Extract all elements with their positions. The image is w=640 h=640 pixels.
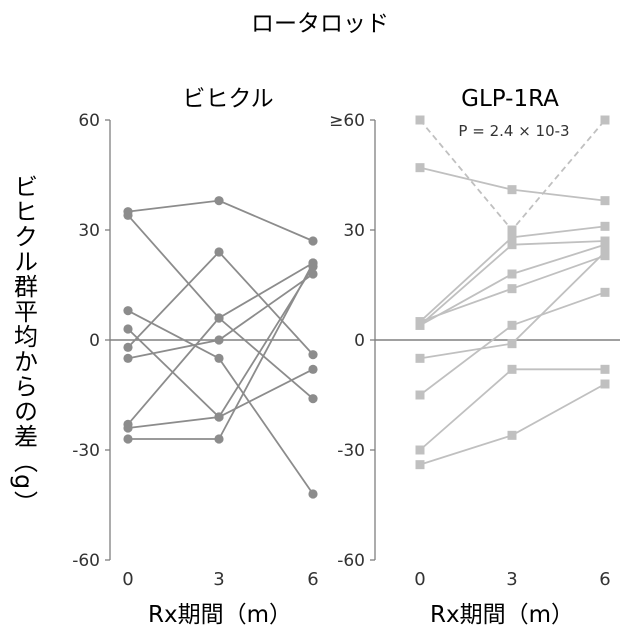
data-point bbox=[416, 354, 425, 363]
y-tick-label: -60 bbox=[72, 551, 100, 571]
data-point bbox=[308, 489, 317, 498]
x-axis-label: Rx期間（m） bbox=[430, 602, 574, 628]
data-point bbox=[601, 116, 610, 125]
series-9 bbox=[416, 365, 610, 455]
data-point bbox=[123, 343, 132, 352]
panel-title: ビヒクル bbox=[182, 86, 273, 112]
data-point bbox=[214, 313, 223, 322]
data-point bbox=[308, 350, 317, 359]
data-point bbox=[308, 365, 317, 374]
series-line bbox=[128, 201, 313, 241]
x-tick-label: 0 bbox=[122, 569, 133, 590]
data-point bbox=[214, 196, 223, 205]
x-tick-label: 6 bbox=[599, 569, 610, 590]
data-point bbox=[508, 339, 517, 348]
data-point bbox=[416, 460, 425, 469]
y-tick-label: -30 bbox=[72, 441, 100, 461]
series-line bbox=[128, 215, 313, 398]
data-point bbox=[601, 288, 610, 297]
series-line bbox=[128, 263, 313, 439]
y-tick-label: -30 bbox=[337, 441, 365, 461]
y-tick-label: ≥60 bbox=[329, 111, 365, 131]
data-point bbox=[601, 248, 610, 257]
y-tick-label: 0 bbox=[89, 331, 100, 351]
data-point bbox=[214, 335, 223, 344]
data-point bbox=[214, 434, 223, 443]
series-4 bbox=[416, 237, 610, 330]
p-value-annotation: P = 2.4 × 10-3 bbox=[458, 122, 569, 140]
data-point bbox=[214, 412, 223, 421]
data-point bbox=[508, 270, 517, 279]
data-point bbox=[601, 222, 610, 231]
data-point bbox=[123, 354, 132, 363]
data-point bbox=[601, 380, 610, 389]
series-8 bbox=[123, 262, 317, 433]
series-line bbox=[420, 384, 605, 465]
series-10 bbox=[416, 380, 610, 470]
data-point bbox=[416, 317, 425, 326]
data-point bbox=[508, 240, 517, 249]
data-point bbox=[601, 365, 610, 374]
data-point bbox=[508, 365, 517, 374]
series-1 bbox=[123, 196, 317, 246]
data-point bbox=[416, 163, 425, 172]
data-point bbox=[214, 247, 223, 256]
data-point bbox=[508, 321, 517, 330]
series-line bbox=[420, 168, 605, 201]
series-6 bbox=[416, 251, 610, 326]
y-tick-label: 60 bbox=[78, 111, 100, 131]
chart-panel-2: GLP-1RA P = 2.4 × 10-3 ≥60 30 0 -30 -60 0 3 6 Rx期間… bbox=[329, 86, 620, 628]
x-axis-label: Rx期間（m） bbox=[148, 602, 292, 628]
series-2 bbox=[416, 163, 610, 205]
data-point bbox=[601, 196, 610, 205]
x-tick-label: 0 bbox=[414, 569, 425, 590]
series-line bbox=[128, 267, 313, 428]
data-point bbox=[123, 423, 132, 432]
panel-title: GLP-1RA bbox=[461, 86, 559, 112]
y-tick-label: -60 bbox=[337, 551, 365, 571]
data-point bbox=[416, 116, 425, 125]
data-point bbox=[416, 446, 425, 455]
data-point bbox=[214, 354, 223, 363]
data-point bbox=[308, 258, 317, 267]
x-tick-label: 3 bbox=[213, 569, 224, 590]
chart-panel-1: ビヒクル 60 30 0 -30 -60 0 3 6 Rx期間（m） bbox=[72, 86, 319, 628]
data-point bbox=[508, 185, 517, 194]
data-point bbox=[123, 306, 132, 315]
x-tick-label: 6 bbox=[307, 569, 318, 590]
data-point bbox=[508, 284, 517, 293]
data-point bbox=[308, 236, 317, 245]
y-tick-label: 30 bbox=[343, 221, 365, 241]
data-point bbox=[123, 324, 132, 333]
data-point bbox=[123, 434, 132, 443]
data-point bbox=[308, 394, 317, 403]
x-tick-label: 3 bbox=[506, 569, 517, 590]
y-tick-label: 30 bbox=[78, 221, 100, 241]
data-point bbox=[123, 211, 132, 220]
y-tick-label: 0 bbox=[354, 331, 365, 351]
series-3 bbox=[123, 306, 317, 499]
data-point bbox=[508, 431, 517, 440]
data-point bbox=[416, 391, 425, 400]
